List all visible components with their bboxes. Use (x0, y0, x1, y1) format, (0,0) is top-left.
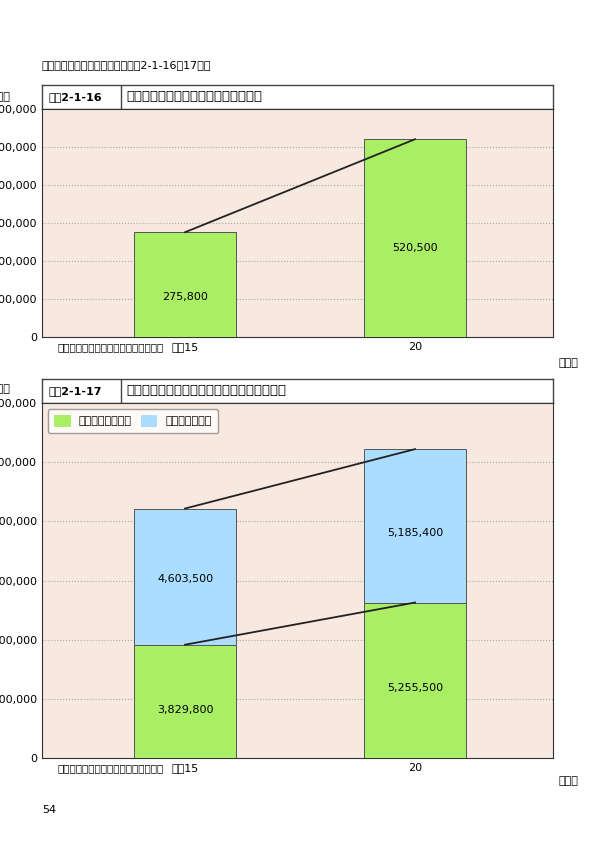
Text: 520,500: 520,500 (392, 243, 438, 253)
Text: 二重サッシまたは複層ガラスの窓の設置件数: 二重サッシまたは複層ガラスの窓の設置件数 (126, 385, 286, 397)
Text: 4,603,500: 4,603,500 (157, 574, 213, 584)
Bar (364, 603, 466, 758)
Text: エネ化の取組も進んでいる（図袅2-1-16、17）。: エネ化の取組も進んでいる（図袅2-1-16、17）。 (42, 60, 211, 70)
Text: 資料：総務省「住宅・土地統計調査」: 資料：総務省「住宅・土地統計調査」 (57, 763, 164, 773)
Text: 資料：総務省「住宅・土地統計調査」: 資料：総務省「住宅・土地統計調査」 (57, 342, 164, 352)
Text: 275,800: 275,800 (162, 292, 208, 302)
Bar (134, 645, 236, 758)
Text: 5,185,400: 5,185,400 (387, 529, 443, 539)
Text: （戸）: （戸） (0, 92, 11, 102)
Text: （年）: （年） (558, 775, 578, 786)
Text: 5,255,500: 5,255,500 (387, 683, 443, 693)
Text: 図袅2-1-16: 図袅2-1-16 (48, 92, 102, 102)
Bar (134, 232, 236, 337)
Bar (134, 509, 236, 645)
Text: 図袅2-1-17: 図袅2-1-17 (48, 386, 102, 396)
Text: （戸）: （戸） (0, 384, 11, 394)
Bar (364, 449, 466, 603)
Text: 太陽光を利用した発電機器の利用件数: 太陽光を利用した発電機器の利用件数 (126, 90, 262, 104)
Text: 54: 54 (42, 805, 56, 815)
Text: （年）: （年） (558, 358, 578, 367)
Legend: すべての窓にあり, 一部の窓にあり: すべての窓にあり, 一部の窓にあり (48, 408, 218, 433)
Text: 3,829,800: 3,829,800 (157, 706, 214, 716)
Bar (364, 139, 466, 337)
